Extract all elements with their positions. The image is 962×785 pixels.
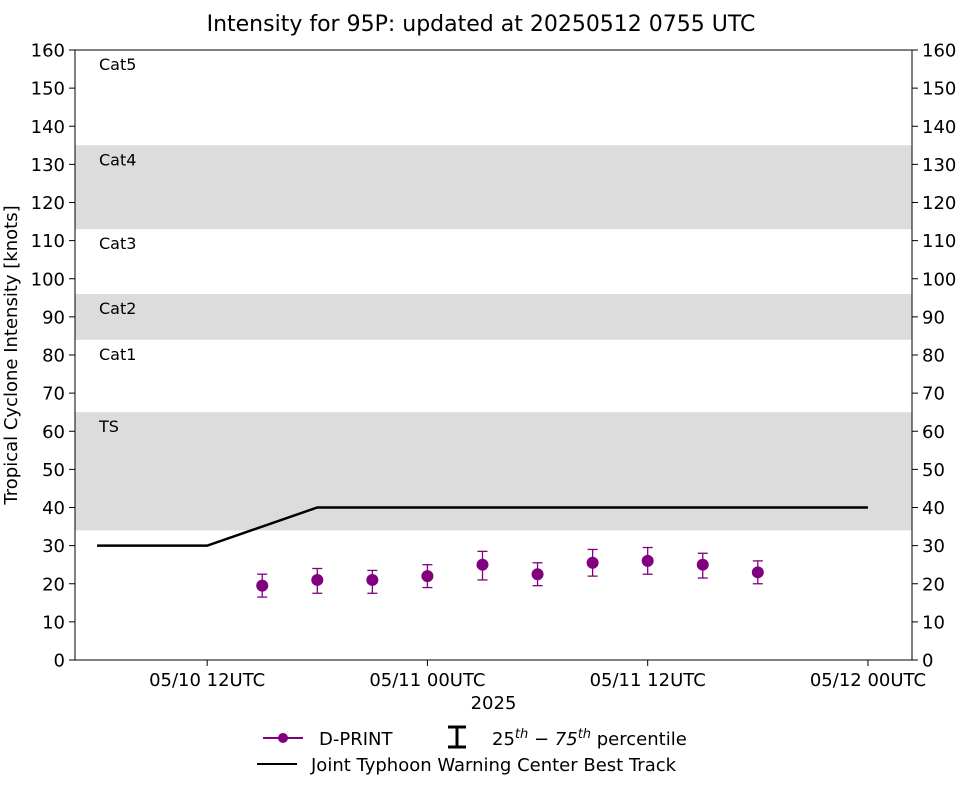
band-label-cat2: Cat2	[99, 299, 136, 318]
legend: D-PRINT 25th − 75th percentile Joint Typ…	[257, 725, 687, 776]
y-tick-label: 80	[42, 346, 65, 367]
y-tick-label-right: 110	[922, 231, 956, 252]
dprint-point	[586, 548, 599, 577]
x-tick-label: 05/11 00UTC	[369, 670, 485, 691]
dprint-marker	[751, 566, 764, 579]
y-tick-label-right: 40	[922, 498, 945, 519]
y-tick-label-right: 50	[922, 460, 945, 481]
y-tick-label-right: 90	[922, 307, 945, 328]
y-tick-label: 40	[42, 498, 65, 519]
chart-title: Intensity for 95P: updated at 20250512 0…	[207, 12, 756, 37]
y-tick-label: 30	[42, 536, 65, 557]
dprint-marker	[366, 573, 379, 586]
y-tick-label-right: 160	[922, 41, 956, 62]
dprint-point	[421, 564, 434, 589]
x-tick-label: 05/12 00UTC	[810, 670, 926, 691]
legend-dprint-label: D-PRINT	[319, 729, 393, 750]
category-bands	[75, 145, 912, 531]
dprint-marker	[421, 570, 434, 583]
y-tick-label-right: 70	[922, 384, 945, 405]
dprint-point	[366, 569, 379, 594]
x-tick-label: 05/10 12UTC	[149, 670, 265, 691]
legend-percentile-label: 25th − 75th percentile	[492, 727, 687, 750]
y-axis-left: 0 10 20 30 40 50 60 70 80 90 100 110 120 130 140 150 160	[31, 41, 75, 672]
category-labels: TS Cat1 Cat2 Cat3 Cat4 Cat5	[98, 55, 136, 436]
series-layer	[97, 506, 868, 598]
y-tick-label: 140	[31, 117, 65, 138]
y-tick-label: 110	[31, 231, 65, 252]
x-axis: 05/10 12UTC 05/11 00UTC 05/11 12UTC 05/12 0…	[149, 660, 926, 691]
dprint-marker	[531, 568, 544, 581]
dprint-point	[256, 573, 269, 598]
dprint-marker	[641, 554, 654, 567]
plot-frame	[74, 49, 913, 661]
dprint-point	[311, 567, 324, 594]
y-tick-label: 70	[42, 384, 65, 405]
y-tick-label-right: 0	[922, 651, 933, 672]
y-tick-label-right: 10	[922, 612, 945, 633]
dprint-point	[476, 550, 489, 581]
y-tick-label-right: 120	[922, 193, 956, 214]
y-tick-label: 0	[54, 651, 65, 672]
dprint-marker	[311, 573, 324, 586]
dprint-marker	[256, 579, 269, 592]
y-tick-label: 50	[42, 460, 65, 481]
dprint-point	[531, 562, 544, 587]
dprint-point	[751, 560, 764, 585]
y-tick-label: 160	[31, 41, 65, 62]
y-tick-label: 150	[31, 79, 65, 100]
y-tick-label-right: 80	[922, 346, 945, 367]
y-tick-label: 120	[31, 193, 65, 214]
band-ts	[75, 412, 912, 531]
band-label-ts: TS	[98, 417, 119, 436]
y-tick-label: 90	[42, 307, 65, 328]
dprint-marker	[586, 556, 599, 569]
x-tick-label: 05/11 12UTC	[590, 670, 706, 691]
dprint-point	[696, 552, 709, 579]
x-axis-label: 2025	[471, 693, 517, 714]
band-label-cat3: Cat3	[99, 234, 136, 253]
y-axis-label: Tropical Cyclone Intensity [knots]	[1, 205, 22, 505]
y-tick-label-right: 150	[922, 79, 956, 100]
dprint-marker	[476, 558, 489, 571]
y-tick-label-right: 100	[922, 269, 956, 290]
y-tick-label-right: 20	[922, 574, 945, 595]
best-track-line	[97, 506, 868, 547]
legend-best-track-label: Joint Typhoon Warning Center Best Track	[310, 755, 677, 776]
band-label-cat1: Cat1	[99, 345, 136, 364]
y-tick-label-right: 60	[922, 422, 945, 443]
dprint-marker	[696, 558, 709, 571]
band-cat4	[75, 145, 912, 230]
y-tick-label: 20	[42, 574, 65, 595]
y-tick-label: 10	[42, 612, 65, 633]
y-tick-label: 130	[31, 155, 65, 176]
y-tick-label: 100	[31, 269, 65, 290]
legend-dprint-marker	[278, 733, 288, 743]
band-label-cat4: Cat4	[99, 150, 136, 169]
y-axis-right: 0 10 20 30 40 50 60 70 80 90 100 110 120 130 140 150 160	[912, 41, 956, 672]
band-label-cat5: Cat5	[99, 55, 136, 74]
dprint-point	[641, 546, 654, 575]
y-tick-label-right: 140	[922, 117, 956, 138]
legend-percentile-errorbar-icon	[448, 725, 466, 749]
band-cat2	[75, 294, 912, 340]
y-tick-label-right: 130	[922, 155, 956, 176]
y-tick-label-right: 30	[922, 536, 945, 557]
y-tick-label: 60	[42, 422, 65, 443]
